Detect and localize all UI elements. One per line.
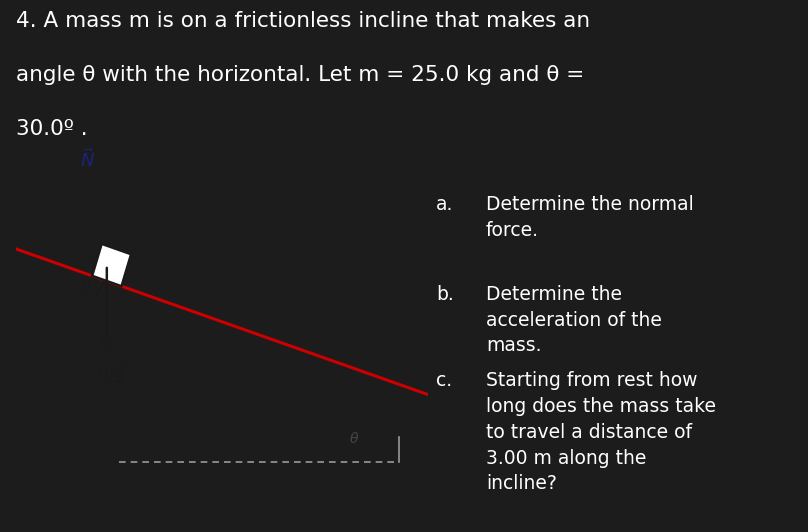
Text: Determine the normal
force.: Determine the normal force. — [486, 195, 694, 240]
Text: c.: c. — [436, 371, 452, 390]
Text: Determine the
acceleration of the
mass.: Determine the acceleration of the mass. — [486, 285, 662, 355]
Text: 4. A mass m is on a frictionless incline that makes an: 4. A mass m is on a frictionless incline… — [16, 11, 591, 31]
Text: angle θ with the horizontal. Let m = 25.0 kg and θ =: angle θ with the horizontal. Let m = 25.… — [16, 65, 584, 85]
Text: a.: a. — [436, 195, 454, 214]
Text: Starting from rest how
long does the mass take
to travel a distance of
3.00 m al: Starting from rest how long does the mas… — [486, 371, 716, 493]
Text: $\theta$: $\theta$ — [81, 280, 91, 295]
Polygon shape — [92, 244, 131, 286]
Text: $m\vec{g}$: $m\vec{g}$ — [97, 361, 125, 385]
Text: b.: b. — [436, 285, 454, 304]
Text: $\vec{N}$: $\vec{N}$ — [80, 148, 95, 171]
Text: $\theta$: $\theta$ — [349, 431, 360, 446]
Text: 30.0º .: 30.0º . — [16, 119, 88, 139]
